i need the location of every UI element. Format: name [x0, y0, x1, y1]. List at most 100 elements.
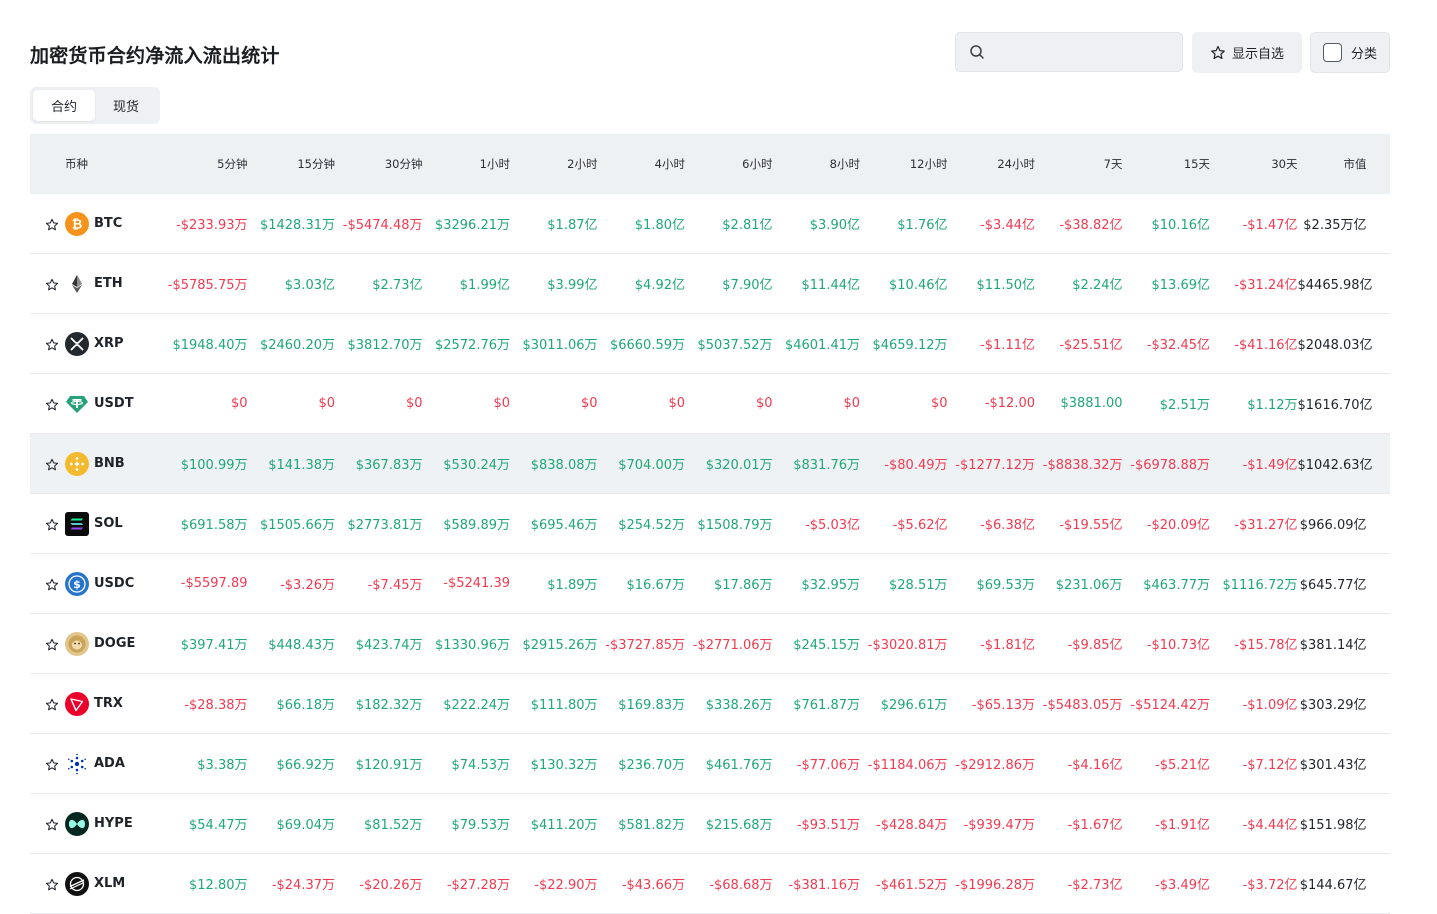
coin-symbol[interactable]: ETH: [94, 276, 123, 291]
table-row[interactable]: DOGE $397.41万 $448.43万 $423.74万 $1330.96万 $29…: [30, 614, 1390, 674]
table-row[interactable]: ₿ BTC -$233.93万 $1428.31万 -$5474.48万 $3296.21…: [30, 194, 1390, 254]
netflow-value: $79.53万: [451, 818, 511, 833]
netflow-value: $296.61万: [880, 698, 948, 713]
coin-cell: SOL: [30, 511, 160, 536]
netflow-value: -$1184.06万: [867, 758, 948, 773]
favorite-star-icon[interactable]: [45, 397, 59, 411]
coin-symbol[interactable]: USDT: [94, 396, 134, 411]
column-header[interactable]: 30分钟: [384, 157, 423, 171]
netflow-value: -$20.26万: [359, 878, 423, 893]
favorite-star-icon[interactable]: [45, 217, 59, 231]
netflow-value: -$3.26万: [280, 578, 335, 593]
table-row[interactable]: USDT $0 $0 $0 $0 $0 $0 $0 $0 $0 -$12.00 $3881.00 $2.…: [30, 374, 1390, 434]
column-header[interactable]: 4小时: [654, 157, 685, 171]
favorite-star-icon[interactable]: [45, 817, 59, 831]
column-header[interactable]: 30天: [1271, 157, 1298, 171]
category-toggle[interactable]: 分类: [1310, 32, 1390, 73]
favorite-star-icon[interactable]: [45, 277, 59, 291]
netflow-value: $13.69亿: [1151, 278, 1211, 293]
column-header[interactable]: 15分钟: [297, 157, 335, 171]
table-row[interactable]: HYPE $54.47万 $69.04万 $81.52万 $79.53万 $411.20万…: [30, 794, 1390, 854]
table-row[interactable]: XLM $12.80万 -$24.37万 -$20.26万 -$27.28万 -$22.9…: [30, 854, 1390, 914]
netflow-value: $530.24万: [443, 458, 510, 473]
favorite-star-icon[interactable]: [45, 457, 59, 471]
market-cap-value: $301.43亿: [1299, 758, 1367, 773]
coin-symbol[interactable]: SOL: [94, 516, 123, 531]
netflow-value: $10.46亿: [889, 278, 948, 293]
column-header[interactable]: 币种: [65, 157, 88, 171]
coin-symbol[interactable]: TRX: [94, 696, 123, 711]
column-header[interactable]: 24小时: [997, 157, 1035, 171]
netflow-value: $5037.52万: [697, 338, 773, 353]
netflow-value: $831.76万: [793, 458, 860, 473]
coin-symbol[interactable]: HYPE: [94, 816, 133, 831]
favorite-star-icon[interactable]: [45, 877, 59, 891]
tab-futures[interactable]: 合约: [33, 90, 95, 121]
netflow-value: -$1.81亿: [980, 638, 1035, 653]
table-row[interactable]: XRP $1948.40万 $2460.20万 $3812.70万 $2572.76万 $…: [30, 314, 1390, 374]
table-row[interactable]: SOL $691.58万 $1505.66万 $2773.81万 $589.89万 $69…: [30, 494, 1390, 554]
table-row[interactable]: BNB $100.99万 $141.38万 $367.83万 $530.24万 $838.…: [30, 434, 1390, 494]
netflow-value: -$65.13万: [971, 698, 1035, 713]
favorite-star-icon[interactable]: [45, 637, 59, 651]
btc-icon: ₿: [65, 211, 89, 236]
column-header[interactable]: 1小时: [479, 157, 510, 171]
netflow-value: $0: [318, 396, 335, 411]
coin-symbol[interactable]: ADA: [94, 756, 125, 771]
netflow-value: -$10.73亿: [1146, 638, 1210, 653]
column-header[interactable]: 7天: [1103, 157, 1123, 171]
coin-symbol[interactable]: BNB: [94, 456, 125, 471]
netflow-value: $1.76亿: [897, 218, 948, 233]
netflow-value: $11.44亿: [801, 278, 861, 293]
category-checkbox[interactable]: [1322, 43, 1342, 62]
coin-symbol[interactable]: XRP: [94, 336, 124, 351]
market-cap-value: $1042.63亿: [1297, 458, 1373, 473]
netflow-value: -$20.09亿: [1146, 518, 1210, 533]
usdc-icon: $: [65, 571, 89, 596]
column-header[interactable]: 8小时: [829, 157, 860, 171]
column-header[interactable]: 市值: [1343, 157, 1367, 171]
table-row[interactable]: $ USDC -$5597.89 -$3.26万 -$7.45万 -$5241.39 $1.…: [30, 554, 1390, 614]
netflow-value: $10.16亿: [1151, 218, 1211, 233]
netflow-value: $182.32万: [355, 698, 423, 713]
column-header[interactable]: 2小时: [567, 157, 598, 171]
search-input[interactable]: [994, 33, 1174, 71]
show-watchlist-button[interactable]: 显示自选: [1192, 32, 1302, 73]
search-box[interactable]: [955, 32, 1183, 72]
netflow-value: $0: [930, 396, 948, 411]
favorite-star-icon[interactable]: [45, 517, 59, 531]
table-row[interactable]: TRX -$28.38万 $66.18万 $182.32万 $222.24万 $111.8…: [30, 674, 1390, 734]
netflow-value: $2773.81万: [347, 518, 423, 533]
favorite-star-icon[interactable]: [45, 697, 59, 711]
column-header[interactable]: 12小时: [909, 157, 948, 171]
column-header[interactable]: 5分钟: [217, 157, 248, 171]
sol-icon: [65, 511, 89, 536]
netflow-value: $411.20万: [530, 818, 598, 833]
favorite-star-icon[interactable]: [45, 337, 59, 351]
favorite-star-icon[interactable]: [45, 577, 59, 591]
column-header[interactable]: 6小时: [742, 157, 773, 171]
netflow-value: $4659.12万: [872, 338, 948, 353]
netflow-value: $169.83万: [618, 698, 685, 713]
netflow-value: $1428.31万: [259, 218, 335, 233]
tab-spot[interactable]: 现货: [112, 100, 139, 115]
coin-cell: $ USDC: [30, 571, 160, 596]
coin-cell: TRX: [30, 691, 160, 716]
coin-symbol[interactable]: XLM: [94, 876, 126, 891]
coin-symbol[interactable]: BTC: [94, 216, 123, 231]
table-row[interactable]: ADA $3.38万 $66.92万 $120.91万 $74.53万 $130.32万 $…: [30, 734, 1390, 794]
netflow-value: $3011.06万: [522, 338, 598, 353]
netflow-value: -$24.37万: [271, 878, 335, 893]
netflow-value: $463.77万: [1143, 578, 1210, 593]
netflow-value: $120.91万: [355, 758, 423, 773]
netflow-value: -$5474.48万: [342, 218, 423, 233]
table-row[interactable]: ETH -$5785.75万 $3.03亿 $2.73亿 $1.99亿 $3.99亿 $4.…: [30, 254, 1390, 314]
netflow-value: -$31.24亿: [1234, 278, 1298, 293]
netflow-value: -$25.51亿: [1059, 338, 1123, 353]
netflow-value: $12.80万: [189, 878, 248, 893]
favorite-star-icon[interactable]: [45, 757, 59, 771]
coin-symbol[interactable]: DOGE: [94, 636, 136, 651]
netflow-value: $130.32万: [530, 758, 598, 773]
coin-symbol[interactable]: USDC: [94, 576, 135, 591]
column-header[interactable]: 15天: [1183, 157, 1210, 171]
